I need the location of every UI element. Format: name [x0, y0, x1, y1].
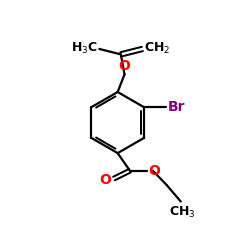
Text: O: O	[99, 173, 111, 187]
Text: H$_3$C: H$_3$C	[70, 40, 98, 56]
Text: O: O	[118, 59, 130, 73]
Text: CH$_3$: CH$_3$	[169, 204, 195, 220]
Text: O: O	[149, 164, 160, 178]
Text: Br: Br	[167, 100, 185, 114]
Text: CH$_2$: CH$_2$	[144, 40, 171, 56]
